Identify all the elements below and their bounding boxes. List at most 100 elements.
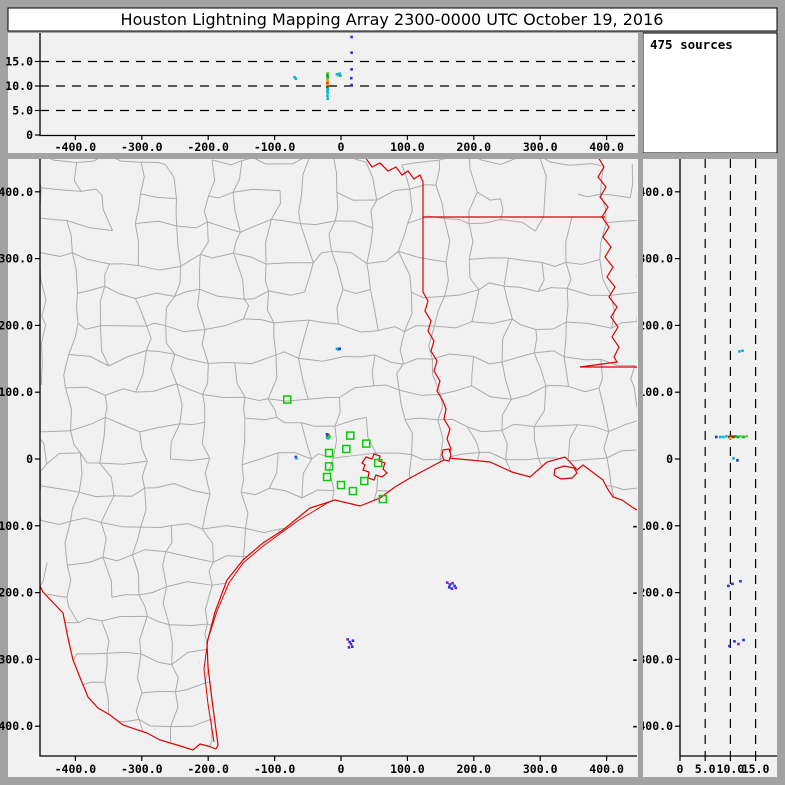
tick-label: 100.0 bbox=[390, 140, 425, 154]
county-line bbox=[541, 261, 567, 267]
county-line bbox=[106, 159, 142, 163]
county-line bbox=[312, 250, 332, 264]
county-line bbox=[202, 393, 246, 398]
county-line bbox=[444, 289, 480, 297]
county-line bbox=[468, 223, 474, 260]
county-line bbox=[273, 319, 310, 324]
county-line bbox=[162, 551, 168, 587]
county-line bbox=[170, 691, 179, 727]
county-line bbox=[72, 252, 110, 265]
lightning-source-point bbox=[326, 434, 330, 438]
tick-label: 300.0 bbox=[0, 252, 33, 266]
barrier-island-line bbox=[203, 501, 330, 743]
county-line bbox=[331, 250, 368, 264]
top-panel-background bbox=[8, 33, 638, 153]
county-line bbox=[140, 525, 172, 528]
county-line bbox=[146, 615, 170, 626]
tick-label: 100.0 bbox=[390, 762, 425, 776]
county-line bbox=[201, 329, 209, 364]
lightning-source-point bbox=[325, 436, 329, 439]
tick-label: -300.0 bbox=[121, 762, 163, 776]
county-line bbox=[538, 159, 571, 166]
county-line bbox=[370, 199, 378, 229]
tick-label: 400.0 bbox=[638, 185, 673, 199]
county-line bbox=[334, 192, 339, 222]
tick-label: -100.0 bbox=[631, 519, 673, 533]
county-line bbox=[466, 426, 480, 453]
county-line bbox=[503, 285, 539, 293]
county-line bbox=[369, 289, 379, 331]
lightning-source-point bbox=[335, 347, 339, 351]
county-line bbox=[298, 319, 310, 359]
county-line bbox=[477, 191, 501, 201]
county-line bbox=[145, 325, 152, 351]
county-line bbox=[434, 321, 472, 329]
county-line bbox=[40, 431, 48, 465]
county-line bbox=[141, 161, 166, 165]
county-line bbox=[243, 318, 275, 324]
county-line bbox=[404, 417, 438, 421]
county-line bbox=[171, 664, 179, 692]
county-line bbox=[66, 220, 73, 253]
county-line bbox=[138, 265, 181, 271]
tick-label: -400.0 bbox=[55, 140, 97, 154]
county-line bbox=[70, 517, 102, 523]
county-line bbox=[139, 423, 180, 433]
county-line bbox=[308, 319, 339, 325]
county-line bbox=[104, 395, 108, 418]
lightning-source-point bbox=[350, 645, 354, 649]
county-line bbox=[139, 616, 148, 654]
county-line bbox=[577, 424, 609, 433]
county-line bbox=[204, 318, 244, 330]
lightning-source-point bbox=[328, 435, 332, 439]
lma-station-square bbox=[378, 494, 388, 504]
county-line bbox=[565, 288, 569, 323]
county-line bbox=[268, 290, 305, 296]
county-line bbox=[135, 220, 177, 227]
county-line bbox=[336, 289, 344, 325]
county-line bbox=[232, 160, 243, 193]
county-line bbox=[501, 399, 512, 431]
county-line bbox=[535, 321, 567, 331]
county-line bbox=[70, 430, 81, 454]
county-line bbox=[469, 218, 501, 225]
county-line bbox=[332, 426, 338, 459]
county-line bbox=[411, 291, 445, 299]
altitude-ns-plot-area[interactable] bbox=[704, 159, 757, 756]
lightning-source-point bbox=[350, 51, 353, 54]
lightning-source-point bbox=[741, 349, 744, 353]
altitude-ew-plot-area[interactable] bbox=[40, 35, 635, 112]
lightning-source-point bbox=[736, 459, 739, 462]
county-line bbox=[240, 492, 249, 529]
tick-label: -300.0 bbox=[0, 652, 33, 666]
county-line bbox=[503, 286, 513, 320]
county-line bbox=[374, 354, 404, 365]
lightning-source-point bbox=[326, 85, 329, 89]
county-line bbox=[241, 159, 267, 165]
lightning-source-point bbox=[326, 94, 329, 98]
county-line bbox=[77, 285, 105, 294]
county-line bbox=[444, 217, 470, 225]
tick-label: 0 bbox=[26, 128, 33, 142]
county-line bbox=[473, 356, 503, 365]
county-line bbox=[135, 292, 175, 300]
county-line bbox=[298, 358, 309, 400]
county-line bbox=[606, 457, 612, 486]
lightning-source-point bbox=[733, 640, 736, 643]
county-line bbox=[171, 523, 203, 530]
county-line bbox=[298, 355, 345, 362]
lightning-source-point bbox=[348, 640, 351, 644]
county-line bbox=[40, 594, 67, 598]
county-line bbox=[240, 218, 272, 233]
sabine-lake-outline bbox=[441, 448, 452, 462]
county-line bbox=[266, 262, 314, 265]
sources-box bbox=[642, 32, 778, 154]
county-line bbox=[100, 522, 107, 558]
lightning-source-point bbox=[737, 642, 740, 646]
county-line bbox=[265, 219, 272, 265]
county-line bbox=[533, 352, 547, 387]
lma-station-square bbox=[282, 395, 292, 404]
tick-label: 400.0 bbox=[589, 140, 624, 154]
county-line bbox=[80, 452, 100, 464]
county-line bbox=[633, 386, 637, 420]
